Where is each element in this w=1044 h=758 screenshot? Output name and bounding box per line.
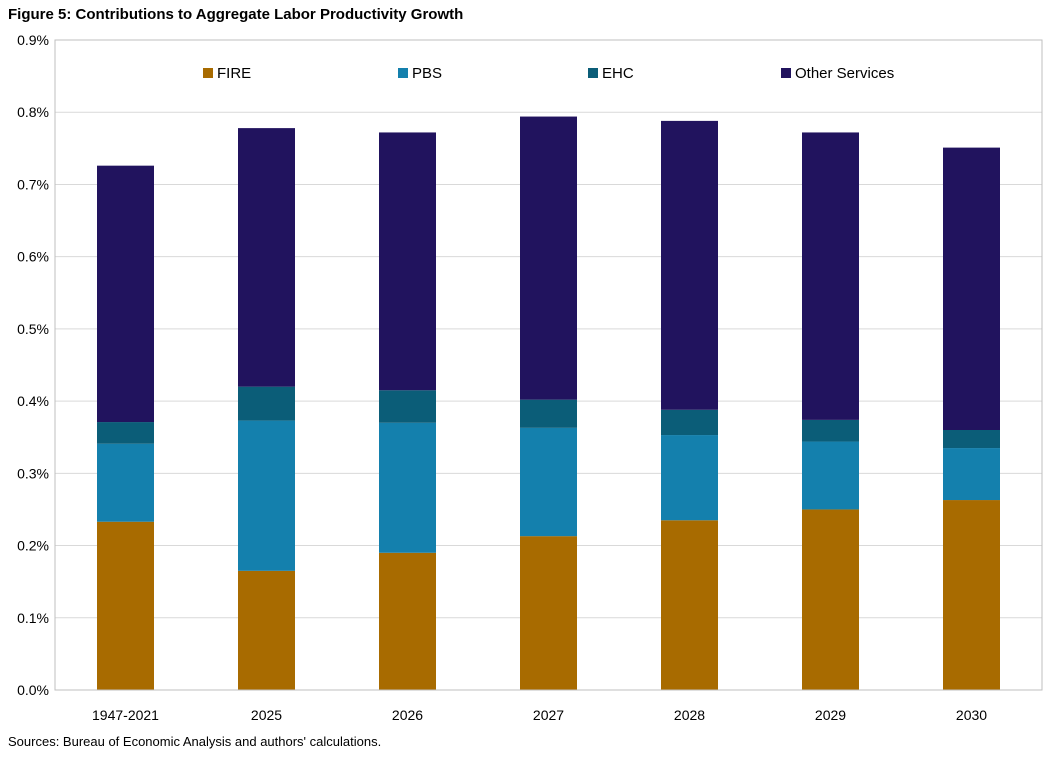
x-tick-label: 2025	[251, 707, 282, 723]
legend-swatch-fire	[203, 68, 213, 78]
y-tick-label: 0.3%	[17, 465, 49, 481]
bar-segment-other-services	[802, 132, 859, 420]
bar-segment-fire	[97, 521, 154, 690]
bar-segment-fire	[238, 570, 295, 690]
plot-area-border	[54, 39, 1043, 691]
y-tick-label: 0.1%	[17, 610, 49, 626]
x-tick-label: 2030	[956, 707, 987, 723]
y-axis-ticks: 0.0% 0.1% 0.2% 0.3% 0.4% 0.5% 0.6% 0.7% 0.8% 0.9%	[17, 32, 49, 698]
bar-segment-ehc	[661, 409, 718, 436]
figure-source-note: Sources: Bureau of Economic Analysis and…	[8, 734, 382, 749]
bar-segment-pbs	[943, 448, 1000, 501]
bar-segment-pbs	[379, 422, 436, 553]
bar-segment-ehc	[520, 399, 577, 428]
bar-segment-ehc	[238, 386, 295, 421]
legend-swatch-pbs	[398, 68, 408, 78]
y-tick-label: 0.5%	[17, 321, 49, 337]
y-tick-label: 0.8%	[17, 104, 49, 120]
bar-segment-fire	[661, 520, 718, 690]
x-tick-label: 1947-2021	[92, 707, 159, 723]
bar-segment-ehc	[97, 422, 154, 444]
y-tick-label: 0.7%	[17, 176, 49, 192]
bar-segment-pbs	[238, 420, 295, 571]
y-tick-label: 0.0%	[17, 682, 49, 698]
bar-segment-fire	[520, 536, 577, 690]
x-axis-ticks: 1947-2021 2025 2026 2027 2028 2029 2030	[92, 707, 987, 723]
bar-segment-ehc	[802, 419, 859, 442]
y-tick-label: 0.2%	[17, 538, 49, 554]
x-tick-label: 2029	[815, 707, 846, 723]
bar-segment-other-services	[238, 128, 295, 387]
legend-label: PBS	[412, 65, 442, 82]
bar-segment-ehc	[943, 430, 1000, 449]
bar-segment-other-services	[97, 165, 154, 423]
x-tick-label: 2026	[392, 707, 423, 723]
bar-segment-fire	[379, 552, 436, 690]
legend: FIRE PBS EHC Other Services	[203, 65, 894, 82]
legend-swatch-other-services	[781, 68, 791, 78]
legend-label: FIRE	[217, 65, 251, 82]
bar-segment-fire	[802, 509, 859, 690]
bar-segment-other-services	[661, 120, 718, 410]
bar-segment-other-services	[943, 147, 1000, 430]
legend-label: Other Services	[795, 65, 894, 82]
y-tick-label: 0.4%	[17, 393, 49, 409]
bar-segment-fire	[943, 500, 1000, 690]
bar-segment-other-services	[379, 132, 436, 391]
y-tick-label: 0.9%	[17, 32, 49, 48]
bar-segment-pbs	[520, 427, 577, 537]
bar-segment-other-services	[520, 116, 577, 400]
x-tick-label: 2028	[674, 707, 705, 723]
y-tick-label: 0.6%	[17, 249, 49, 265]
figure-title: Figure 5: Contributions to Aggregate Lab…	[8, 6, 464, 23]
bar-segment-ehc	[379, 390, 436, 423]
bar-segment-pbs	[661, 435, 718, 521]
bar-segment-pbs	[97, 443, 154, 522]
legend-label: EHC	[602, 65, 634, 82]
x-tick-label: 2027	[533, 707, 564, 723]
legend-swatch-ehc	[588, 68, 598, 78]
bars	[97, 116, 1000, 690]
bar-segment-pbs	[802, 441, 859, 510]
